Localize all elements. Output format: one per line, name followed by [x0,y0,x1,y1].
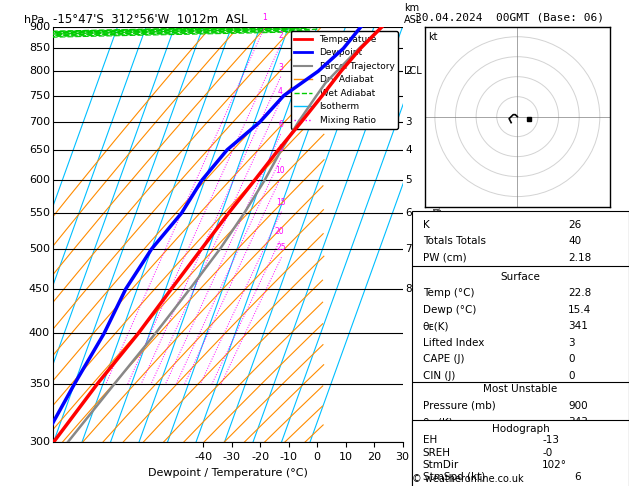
Text: 1: 1 [262,13,267,22]
Text: 6: 6 [278,121,283,129]
Text: Most Unstable: Most Unstable [483,384,558,395]
Text: 3: 3 [568,434,575,444]
Text: 26: 26 [568,220,581,230]
Text: 25: 25 [277,243,286,252]
Text: 8: 8 [279,144,283,154]
Text: Dewp (°C): Dewp (°C) [423,305,476,315]
Text: 343: 343 [568,417,588,427]
Text: 4: 4 [278,87,283,96]
Text: 3: 3 [405,117,412,127]
Text: 341: 341 [568,321,588,331]
Text: 2: 2 [405,66,412,76]
Text: 40: 40 [568,236,581,246]
Text: θᴇ (K): θᴇ (K) [423,417,453,427]
Text: CIN (J): CIN (J) [423,467,455,477]
Text: 500: 500 [29,244,50,254]
Text: 700: 700 [29,117,50,127]
Text: 400: 400 [29,329,50,338]
Text: Hodograph: Hodograph [492,424,549,434]
Text: 0: 0 [568,371,575,381]
Text: K: K [423,220,430,230]
Text: 15: 15 [277,198,286,207]
Text: CIN (J): CIN (J) [423,371,455,381]
Text: 15.4: 15.4 [568,305,591,315]
Text: 10: 10 [275,166,284,174]
Text: Temp (°C): Temp (°C) [423,288,474,298]
Text: Lifted Index: Lifted Index [423,434,484,444]
Text: 102°: 102° [542,460,567,470]
Text: StmSpd (kt): StmSpd (kt) [423,472,485,482]
Text: 2.18: 2.18 [568,253,591,262]
Text: Lifted Index: Lifted Index [423,338,484,347]
Text: 6: 6 [575,472,581,482]
Text: 650: 650 [29,145,50,155]
Text: LCL: LCL [404,66,422,76]
Text: 2: 2 [278,31,283,40]
Text: PW (cm): PW (cm) [423,253,467,262]
Text: 300: 300 [29,437,50,447]
Text: 750: 750 [29,91,50,101]
Text: -0: -0 [542,448,552,458]
Text: 800: 800 [29,66,50,76]
Text: 850: 850 [29,43,50,53]
Text: 5: 5 [405,175,412,185]
Text: 30.04.2024  00GMT (Base: 06): 30.04.2024 00GMT (Base: 06) [415,12,604,22]
Text: θᴇ(K): θᴇ(K) [423,321,449,331]
Text: 3: 3 [568,338,575,347]
X-axis label: Dewpoint / Temperature (°C): Dewpoint / Temperature (°C) [148,468,308,478]
Text: 550: 550 [29,208,50,218]
Text: 0: 0 [568,354,575,364]
Text: 8: 8 [405,284,412,294]
Text: 6: 6 [405,208,412,218]
Text: 600: 600 [29,175,50,185]
Text: 350: 350 [29,379,50,389]
Text: Mixing Ratio (g/kg): Mixing Ratio (g/kg) [433,189,442,280]
Text: 900: 900 [29,22,50,32]
Text: 3: 3 [278,63,283,72]
Text: EH: EH [423,435,437,445]
Text: SREH: SREH [423,448,451,458]
Text: 900: 900 [568,401,588,411]
Text: 22.8: 22.8 [568,288,591,298]
Text: 7: 7 [405,244,412,254]
Text: -15°47'S  312°56'W  1012m  ASL: -15°47'S 312°56'W 1012m ASL [53,13,248,26]
Text: CAPE (J): CAPE (J) [423,451,464,460]
Text: Surface: Surface [501,272,540,282]
Text: 450: 450 [29,284,50,294]
Text: Totals Totals: Totals Totals [423,236,486,246]
Text: CAPE (J): CAPE (J) [423,354,464,364]
Text: 0: 0 [568,467,575,477]
Text: kt: kt [428,32,438,42]
Text: 0: 0 [568,451,575,460]
Text: Pressure (mb): Pressure (mb) [423,401,496,411]
Text: hPa: hPa [24,15,44,25]
Text: km
ASL: km ASL [404,3,423,25]
Text: 4: 4 [405,145,412,155]
Text: StmDir: StmDir [423,460,459,470]
Text: -13: -13 [542,435,559,445]
Text: 20: 20 [275,227,284,237]
Legend: Temperature, Dewpoint, Parcel Trajectory, Dry Adiabat, Wet Adiabat, Isotherm, Mi: Temperature, Dewpoint, Parcel Trajectory… [291,31,398,129]
Text: © weatheronline.co.uk: © weatheronline.co.uk [412,473,523,484]
